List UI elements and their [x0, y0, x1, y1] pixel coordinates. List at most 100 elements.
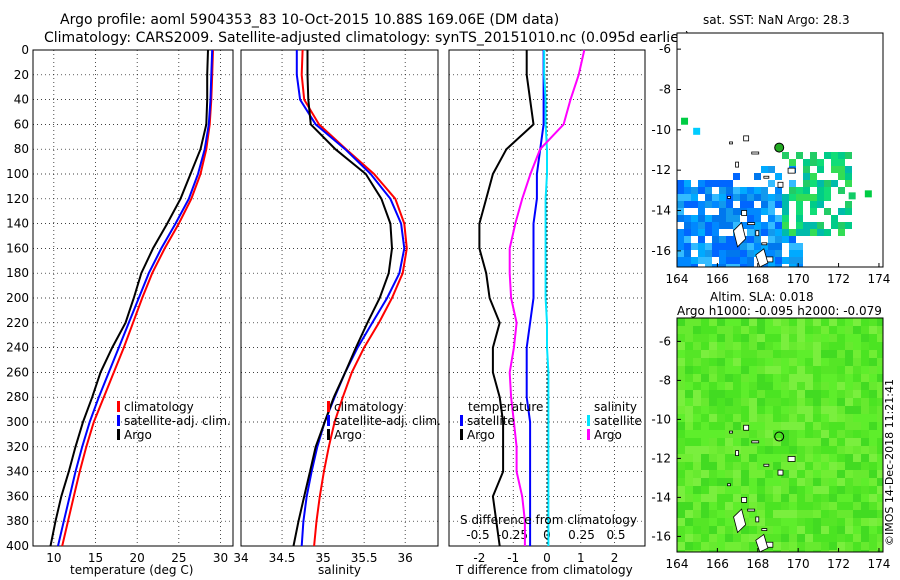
sst-cell	[691, 243, 698, 250]
sla-cell	[829, 390, 837, 398]
y-tick-label: 60	[14, 117, 29, 131]
sla-cell	[837, 326, 845, 334]
sla-cell	[749, 446, 757, 454]
sla-cell	[805, 390, 813, 398]
sla-cell	[845, 318, 853, 326]
sst-cell	[691, 222, 698, 229]
sla-cell	[733, 390, 741, 398]
sst-cell	[684, 229, 691, 236]
sla-cell	[773, 534, 781, 542]
sla-cell	[757, 358, 765, 366]
sla-cell	[805, 350, 813, 358]
sla-cell	[781, 510, 789, 518]
sla-cell	[861, 358, 869, 366]
sla-cell	[765, 342, 773, 350]
sla-cell	[781, 454, 789, 462]
sla-cell	[813, 342, 821, 350]
lon-tick-label: 172	[827, 557, 850, 571]
sla-cell	[853, 390, 861, 398]
legend-salinity-title: salinity	[594, 400, 637, 414]
sla-cell	[685, 398, 693, 406]
sla-cell	[741, 510, 749, 518]
sla-cell	[685, 382, 693, 390]
y-tick-label: 80	[14, 142, 29, 156]
series-s-argo	[508, 49, 586, 546]
sst-cell	[768, 180, 775, 187]
lon-tick-label: 170	[787, 272, 810, 286]
legend-swatch-climatology	[327, 401, 330, 412]
sla-cell	[725, 430, 733, 438]
sla-cell	[829, 550, 837, 552]
sla-cell	[773, 478, 781, 486]
sla-cell	[725, 502, 733, 510]
sla-cell	[829, 358, 837, 366]
sst-cell	[803, 180, 810, 187]
sla-cell	[757, 334, 765, 342]
sla-cell	[709, 374, 717, 382]
sst-cell	[698, 180, 705, 187]
sla-cell	[797, 366, 805, 374]
sla-cell	[693, 398, 701, 406]
sla-cell	[837, 430, 845, 438]
sst-cell	[789, 194, 796, 201]
sla-cell	[685, 462, 693, 470]
sla-cell	[805, 342, 813, 350]
sla-cell	[677, 326, 685, 334]
sla-cell	[789, 350, 797, 358]
sla-cell	[733, 366, 741, 374]
sla-cell	[861, 382, 869, 390]
sla-cell	[845, 478, 853, 486]
lon-tick-label: 168	[746, 272, 769, 286]
sla-cell	[685, 494, 693, 502]
sla-cell	[733, 414, 741, 422]
sla-cell	[773, 462, 781, 470]
sla-cell	[797, 502, 805, 510]
sla-cell	[845, 510, 853, 518]
sla-cell	[853, 462, 861, 470]
sla-cell	[813, 326, 821, 334]
sla-cell	[797, 406, 805, 414]
sst-cell	[845, 152, 852, 159]
sla-cell	[677, 382, 685, 390]
sla-cell	[797, 390, 805, 398]
sla-cell	[821, 374, 829, 382]
sla-cell	[701, 366, 709, 374]
sst-cell	[677, 208, 684, 215]
temperature-tick-labels: 10 15 20 25 30	[46, 551, 228, 565]
sla-cell	[709, 398, 717, 406]
sla-cell	[829, 446, 837, 454]
sla-cell	[709, 494, 717, 502]
sla-cell	[781, 414, 789, 422]
sst-cell	[726, 187, 733, 194]
sst-cell	[733, 243, 740, 250]
sla-map-frame	[676, 317, 884, 553]
sla-cell	[797, 430, 805, 438]
sst-cell	[761, 222, 768, 229]
sla-cell	[757, 414, 765, 422]
sla-cell	[757, 494, 765, 502]
sla-cell	[757, 502, 765, 510]
y-tick-label: 360	[6, 489, 29, 503]
sst-cell	[705, 187, 712, 194]
temperature-series	[49, 49, 214, 547]
sla-cell	[693, 542, 701, 550]
sla-cell	[837, 534, 845, 542]
island-shape	[777, 181, 784, 188]
sla-cell	[741, 414, 749, 422]
sla-cell	[821, 526, 829, 534]
sst-cell	[775, 187, 782, 194]
sla-cell	[685, 526, 693, 534]
sla-cell	[797, 510, 805, 518]
sla-cell	[829, 366, 837, 374]
sla-cell	[797, 374, 805, 382]
sst-cell	[740, 222, 747, 229]
sla-cell	[701, 526, 709, 534]
sla-cell	[861, 430, 869, 438]
sst-cell	[691, 194, 698, 201]
sla-cell	[789, 462, 797, 470]
sla-cell	[725, 542, 733, 550]
sla-cell	[709, 422, 717, 430]
sla-cell	[757, 382, 765, 390]
sst-cell	[747, 229, 754, 236]
sla-cell	[765, 518, 773, 526]
